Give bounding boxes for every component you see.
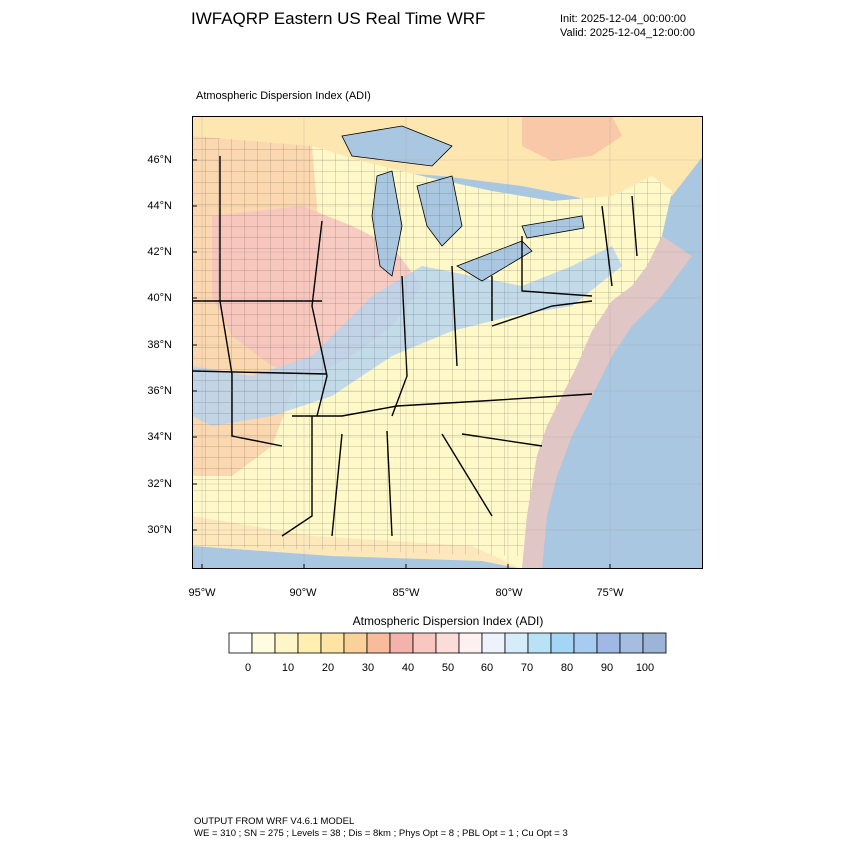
colorbar-box [251, 632, 276, 654]
lat-label: 34°N [147, 431, 172, 443]
colorbar-box [642, 632, 667, 654]
colorbar-box [573, 632, 598, 654]
colorbar-box [297, 632, 322, 654]
colorbar-label: 100 [635, 662, 655, 674]
colorbar-label: 10 [281, 662, 295, 674]
plot-title: IWFAQRP Eastern US Real Time WRF [191, 9, 486, 28]
lat-label: 40°N [147, 292, 172, 304]
lake-superior [341, 125, 453, 167]
colorbar-box [228, 632, 253, 654]
coastal-band [522, 236, 692, 569]
colorbar-box [366, 632, 391, 654]
colorbar-box [274, 632, 299, 654]
map-frame [192, 116, 703, 569]
lon-label: 80°W [495, 587, 523, 599]
colorbar-label: 70 [520, 662, 534, 674]
lon-label: 90°W [289, 587, 317, 599]
colorbar-box [550, 632, 575, 654]
colorbar-title: Atmospheric Dispersion Index (ADI) [352, 614, 544, 628]
footer-model: OUTPUT FROM WRF V4.6.1 MODEL [194, 816, 355, 827]
lat-label: 46°N [147, 154, 172, 166]
field-title: Atmospheric Dispersion Index (ADI) [196, 90, 371, 102]
colorbar-box [412, 632, 437, 654]
colorbar-label: 80 [560, 662, 574, 674]
lon-label: 85°W [392, 587, 420, 599]
colorbar-label: 30 [361, 662, 375, 674]
state-borders [192, 156, 638, 537]
colorbar-box [619, 632, 644, 654]
lat-label: 36°N [147, 385, 172, 397]
init-time: Init: 2025-12-04_00:00:00 [560, 13, 686, 25]
colorbar-box [389, 632, 414, 654]
valid-time: Valid: 2025-12-04_12:00:00 [560, 27, 695, 39]
colorbar-box [527, 632, 552, 654]
colorbar-box [435, 632, 460, 654]
lat-label: 38°N [147, 339, 172, 351]
colorbar-label: 40 [401, 662, 415, 674]
colorbar-box [343, 632, 368, 654]
colorbar-label: 60 [480, 662, 494, 674]
colorbar-label: 50 [441, 662, 455, 674]
colorbar-box [481, 632, 506, 654]
colorbar [228, 632, 667, 654]
footer-settings: WE = 310 ; SN = 275 ; Levels = 38 ; Dis … [194, 828, 568, 839]
colorbar-label: 0 [244, 662, 252, 674]
lat-label: 30°N [147, 524, 172, 536]
canada-warm-patch [522, 116, 622, 161]
lat-label: 42°N [147, 246, 172, 258]
lon-label: 95°W [188, 587, 216, 599]
gulf-of-mexico [192, 546, 522, 569]
colorbar-label: 20 [321, 662, 335, 674]
colorbar-box [596, 632, 621, 654]
colorbar-box [504, 632, 529, 654]
axis-ticks [192, 159, 611, 569]
colorbar-box [320, 632, 345, 654]
adi-map [192, 116, 703, 569]
lat-label: 44°N [147, 200, 172, 212]
lon-label: 75°W [596, 587, 624, 599]
colorbar-label: 90 [600, 662, 614, 674]
lat-label: 32°N [147, 478, 172, 490]
colorbar-box [458, 632, 483, 654]
graticule [192, 116, 703, 569]
